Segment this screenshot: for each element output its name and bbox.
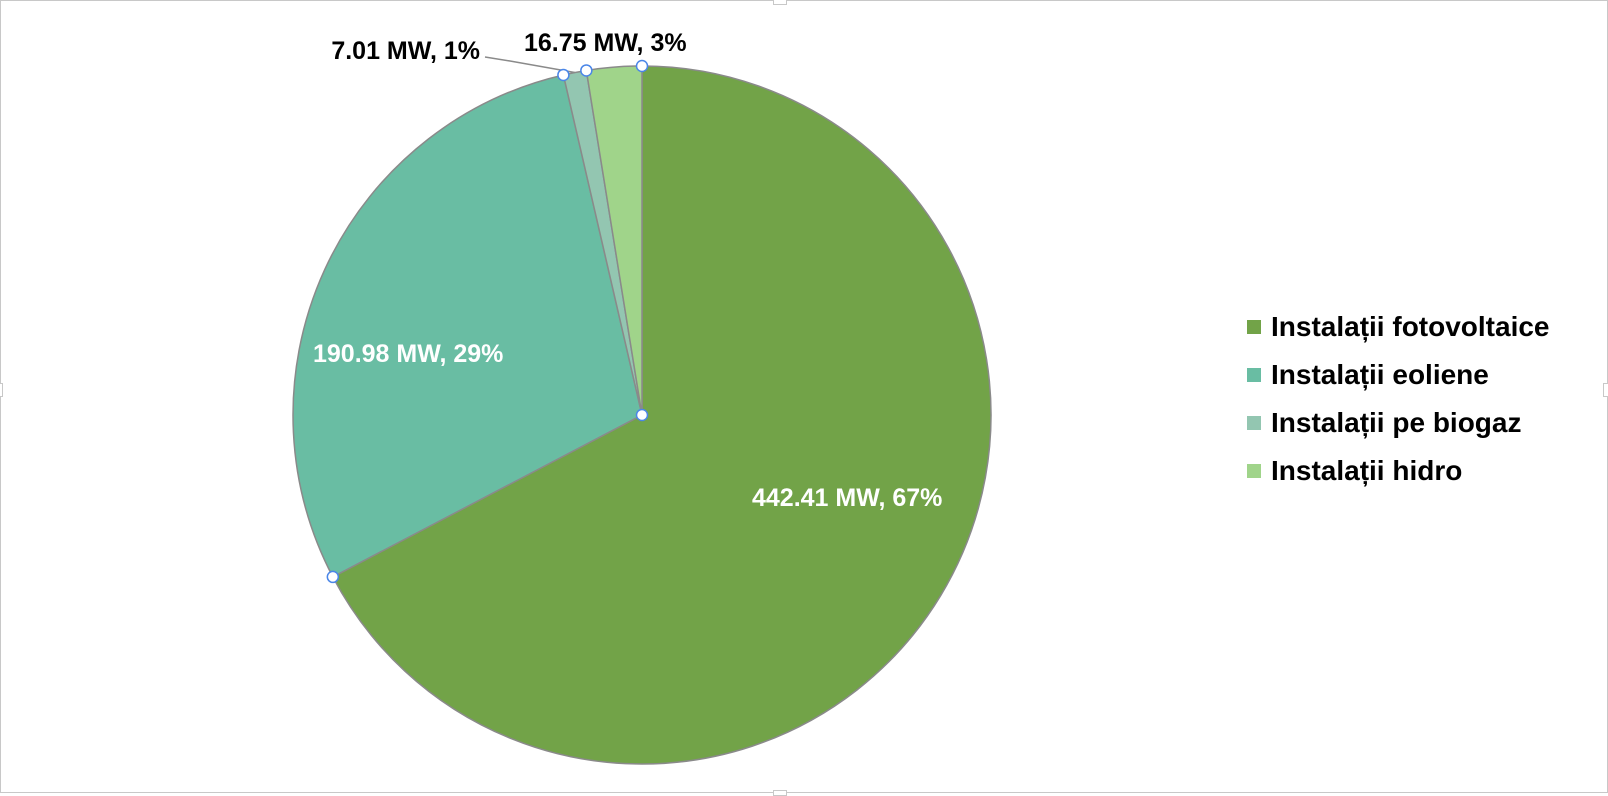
data-label-instalatii-pe-biogaz[interactable]: 7.01 MW, 1% [331,37,480,65]
legend-swatch [1247,368,1261,382]
data-label-instalatii-eoliene[interactable]: 190.98 MW, 29% [313,340,503,368]
legend-label: Instalații hidro [1271,455,1463,486]
frame-right-handle[interactable] [1603,383,1608,397]
legend-label: Instalații fotovoltaice [1271,311,1550,342]
legend-label: Instalații pe biogaz [1271,407,1522,438]
center-handle[interactable] [635,408,649,422]
frame-left-handle[interactable] [0,383,3,397]
frame-top-handle[interactable] [773,0,787,5]
data-labels: 442.41 MW, 67% 190.98 MW, 29% 7.01 MW, 1% 1… [313,29,942,512]
legend-label: Instalații eoliene [1271,359,1489,390]
slice-boundary-handle-2[interactable] [326,570,340,584]
chart-legend[interactable]: Instalații fotovoltaice Instalații eolien… [1247,303,1550,495]
slice-boundary-handle-3[interactable] [557,68,570,82]
pie-slice-instalatii-eoliene[interactable] [292,74,643,578]
selection-handles [326,59,649,584]
slice-boundary-handle-1[interactable] [635,59,649,73]
leader-lines [484,56,575,74]
leader-line-instalatii-pe-biogaz [484,56,575,74]
data-label-instalatii-fotovoltaice[interactable]: 442.41 MW, 67% [752,484,942,512]
legend-item-instalatii-pe-biogaz[interactable]: Instalații pe biogaz [1247,399,1550,447]
pie-slices [292,65,992,765]
legend-item-instalatii-fotovoltaice[interactable]: Instalații fotovoltaice [1247,303,1550,351]
legend-swatch [1247,320,1261,334]
legend-item-instalatii-eoliene[interactable]: Instalații eoliene [1247,351,1550,399]
data-label-instalatii-hidro[interactable]: 16.75 MW, 3% [524,29,687,57]
slice-boundary-handle-4[interactable] [580,64,593,77]
legend-swatch [1247,416,1261,430]
pie-slice-instalatii-fotovoltaice[interactable] [331,65,992,765]
legend-item-instalatii-hidro[interactable]: Instalații hidro [1247,447,1550,495]
legend-swatch [1247,464,1261,478]
